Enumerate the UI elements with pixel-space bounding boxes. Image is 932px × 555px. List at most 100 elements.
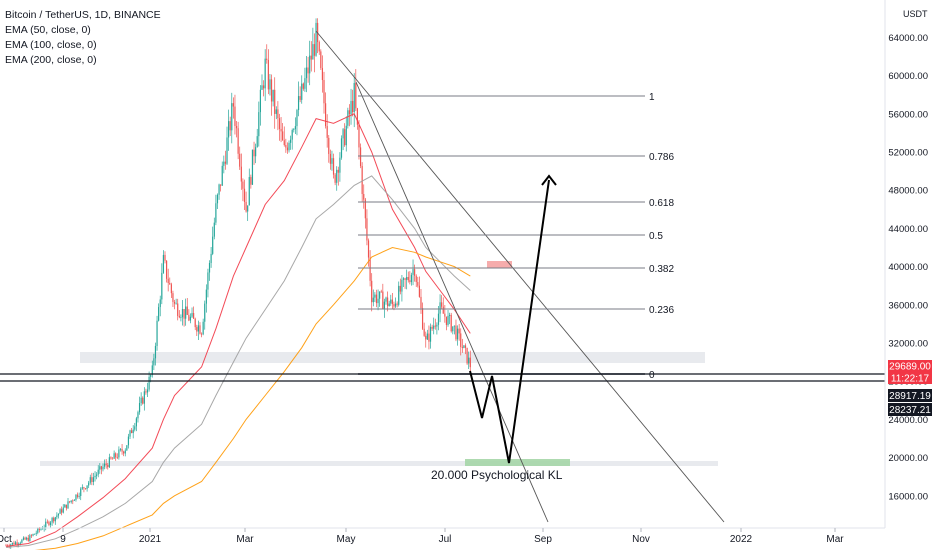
time-axis[interactable]: Oct 9 2021 Mar May Jul Sep Nov 2022 Mar <box>0 528 844 545</box>
candle-body <box>78 495 80 497</box>
candle-body <box>220 184 222 186</box>
candle-body <box>447 315 449 325</box>
candle-body <box>86 485 88 489</box>
candle-body <box>434 325 436 327</box>
candle-body <box>455 325 457 340</box>
candle-body <box>423 328 425 336</box>
candle-body <box>48 521 50 525</box>
candle-body <box>409 280 411 283</box>
candle-body <box>323 80 325 104</box>
candle-body <box>92 477 95 483</box>
candle-body <box>375 294 378 304</box>
price-tick-label: 60000.00 <box>888 71 928 82</box>
candle-body <box>145 391 147 393</box>
candle-body <box>102 466 104 470</box>
fib-label-0786: 0.786 <box>649 152 674 163</box>
candle-body <box>131 430 133 434</box>
candle-body <box>56 515 58 518</box>
candle-body <box>290 139 292 143</box>
candle-body <box>142 397 144 404</box>
candle-body <box>450 314 452 332</box>
candle-body <box>404 278 406 280</box>
candle-body <box>452 326 454 332</box>
candle-body <box>367 240 370 258</box>
candle-body <box>218 184 220 195</box>
candle-body <box>372 297 374 303</box>
candle-body <box>89 477 91 483</box>
candle-body <box>442 306 444 314</box>
candle-body <box>449 314 451 316</box>
candle-body <box>59 509 61 514</box>
candlestick-series <box>5 18 471 549</box>
candle-body <box>38 528 40 530</box>
candle-body <box>324 103 327 127</box>
candle-body <box>210 253 212 264</box>
candle-body <box>259 89 261 113</box>
candle-body <box>347 110 349 126</box>
candle-body <box>135 418 137 427</box>
price-tick-label: 16000.00 <box>888 491 928 502</box>
candle-body <box>429 326 432 342</box>
candle-body <box>468 357 470 364</box>
candle-body <box>169 283 171 285</box>
candle-body <box>29 535 31 542</box>
candle-body <box>27 537 29 542</box>
candle-body <box>151 365 153 376</box>
candle-body <box>390 299 392 304</box>
candle-body <box>439 302 441 314</box>
candle-body <box>110 457 112 459</box>
candle-body <box>199 325 201 334</box>
price-tick-label: 48000.00 <box>888 186 928 197</box>
time-tick-label: Nov <box>632 534 650 545</box>
candle-body <box>312 44 314 60</box>
candle-body <box>445 316 448 325</box>
candle-body <box>310 55 312 60</box>
candle-body <box>294 126 296 130</box>
candle-body <box>208 263 211 273</box>
candle-body <box>234 106 236 126</box>
time-tick-label: Sep <box>534 534 552 545</box>
candle-body <box>248 177 250 206</box>
candle-body <box>132 429 134 434</box>
candle-body <box>364 199 366 219</box>
price-axis[interactable]: 64000.00 60000.00 56000.00 52000.00 48000.00… <box>888 33 928 502</box>
resistance-box-red <box>487 261 512 268</box>
candle-body <box>162 254 165 273</box>
level-badge-2 <box>888 403 932 416</box>
candle-body <box>283 140 285 146</box>
candle-body <box>172 293 174 302</box>
candle-body <box>394 303 397 307</box>
candle-body <box>188 314 190 321</box>
indicator-ema50[interactable]: EMA (50, close, 0) <box>5 24 91 36</box>
candle-body <box>245 201 247 212</box>
candle-body <box>212 236 214 254</box>
candle-body <box>420 296 422 309</box>
candle-body <box>40 528 42 530</box>
candle-body <box>359 147 362 166</box>
candle-body <box>305 67 308 79</box>
indicator-ema200[interactable]: EMA (200, close, 0) <box>5 54 97 66</box>
candle-body <box>5 545 7 547</box>
candle-body <box>433 325 435 329</box>
candle-body <box>81 487 83 489</box>
candle-body <box>202 321 204 335</box>
symbol-title[interactable]: Bitcoin / TetherUS, 1D, BINANCE <box>5 9 161 21</box>
candle-body <box>62 507 64 513</box>
time-tick-label: May <box>337 534 356 545</box>
candle-body <box>73 499 75 501</box>
candle-body <box>140 397 142 404</box>
chart-legend: Bitcoin / TetherUS, 1D, BINANCE EMA (50,… <box>5 8 161 68</box>
price-axis-unit: USDT <box>903 9 928 19</box>
candle-body <box>269 79 271 90</box>
indicator-ema100[interactable]: EMA (100, close, 0) <box>5 39 97 51</box>
candle-body <box>113 453 115 459</box>
candle-body <box>164 254 166 261</box>
candle-body <box>461 346 463 348</box>
candle-body <box>91 477 93 483</box>
candle-body <box>299 96 301 100</box>
candle-body <box>425 335 427 340</box>
candle-body <box>146 389 149 393</box>
candle-body <box>14 542 17 545</box>
